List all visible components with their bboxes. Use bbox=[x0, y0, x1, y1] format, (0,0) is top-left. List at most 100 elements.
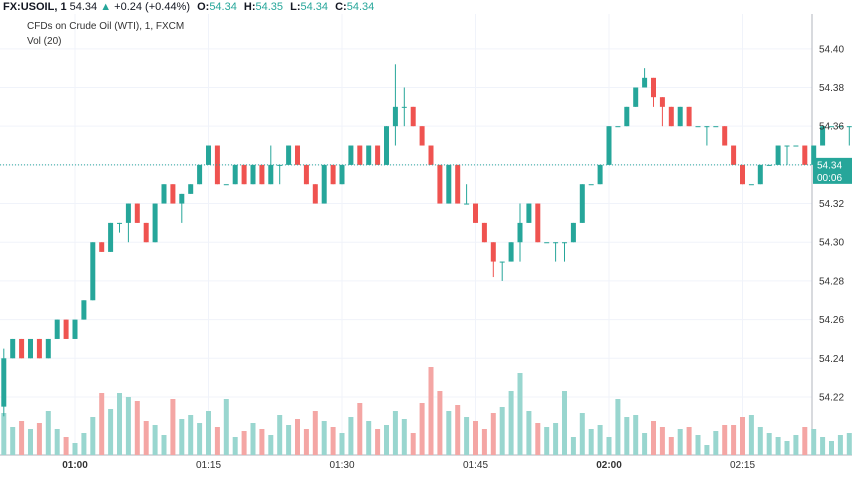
candle-body bbox=[10, 338, 16, 359]
time-tick-label: 01:15 bbox=[196, 460, 221, 471]
candle-body bbox=[517, 222, 523, 243]
volume-bar bbox=[615, 399, 621, 455]
volume-bar bbox=[508, 391, 514, 455]
candle-body bbox=[597, 164, 603, 185]
volume-bar bbox=[232, 437, 238, 455]
candle-body bbox=[19, 338, 25, 359]
chart-grid bbox=[0, 14, 852, 456]
volume-bar bbox=[321, 421, 327, 455]
symbol-info-bar: FX:USOIL, 1 54.34 ▲ +0.24 (+0.44%) O:54.… bbox=[0, 0, 852, 14]
volume-bar bbox=[28, 429, 33, 455]
price-tick-label: 54.40 bbox=[819, 44, 844, 55]
candle-body bbox=[303, 164, 309, 185]
symbol-name[interactable]: FX:USOIL, 1 bbox=[3, 1, 67, 13]
candle-body bbox=[197, 164, 203, 185]
volume-bar bbox=[161, 435, 167, 455]
candle-body bbox=[446, 164, 452, 204]
time-tick-label: 01:00 bbox=[62, 460, 88, 471]
volume-bar bbox=[1, 413, 7, 455]
candle-body bbox=[206, 145, 211, 165]
price-tick-label: 54.38 bbox=[819, 83, 844, 94]
volume-bar bbox=[490, 413, 496, 455]
candle-body bbox=[125, 203, 131, 223]
volume-bar bbox=[464, 417, 470, 455]
volume-bar bbox=[766, 433, 772, 455]
volume-bar bbox=[134, 401, 140, 455]
candle-body bbox=[410, 106, 416, 127]
price-axis[interactable]: 54.40 54.38 54.36 54.34 54.32 54.30 54.28 54.26… bbox=[819, 44, 844, 403]
volume-bar bbox=[303, 429, 309, 455]
volume-bar bbox=[642, 433, 648, 455]
candle-body bbox=[81, 300, 87, 320]
candle-body bbox=[321, 164, 327, 204]
volume-bar bbox=[651, 421, 656, 455]
volume-bar bbox=[259, 429, 265, 455]
candle-body bbox=[268, 164, 274, 185]
candle-body bbox=[36, 338, 42, 359]
volume-bar bbox=[544, 427, 550, 455]
volume-bar bbox=[152, 425, 158, 455]
candle-body bbox=[63, 319, 69, 339]
candle-body bbox=[259, 164, 265, 185]
candle-body bbox=[624, 106, 630, 127]
candle-body bbox=[481, 222, 487, 243]
volume-bar bbox=[206, 411, 211, 455]
volume-bar bbox=[125, 397, 131, 455]
volume-histogram bbox=[1, 367, 852, 455]
candle-body bbox=[508, 242, 514, 262]
time-tick-label: 01:45 bbox=[463, 460, 488, 471]
candle-body bbox=[339, 164, 345, 185]
volume-bar bbox=[286, 425, 292, 455]
volume-bar bbox=[686, 427, 692, 455]
bar-countdown: 00:06 bbox=[817, 173, 842, 184]
candle-body bbox=[72, 319, 78, 339]
candle-body bbox=[784, 145, 790, 147]
candle-body bbox=[740, 164, 745, 185]
volume-bar bbox=[802, 427, 808, 455]
volume-bar bbox=[19, 421, 25, 455]
volume-legend[interactable]: Vol (20) bbox=[27, 36, 62, 47]
candle-body bbox=[570, 222, 576, 243]
candle-body bbox=[152, 203, 158, 243]
candle-body bbox=[90, 242, 96, 301]
candle-body bbox=[811, 145, 817, 165]
series-legend[interactable]: CFDs on Crude Oil (WTI), 1, FXCM bbox=[27, 21, 185, 32]
volume-bar bbox=[223, 399, 229, 455]
volume-bar bbox=[81, 433, 87, 455]
candle-body bbox=[366, 145, 372, 165]
time-axis[interactable]: 0:4501:0001:1501:3001:4502:0002:1502:300… bbox=[0, 460, 852, 471]
price-tick-label: 54.24 bbox=[819, 354, 844, 365]
candle-body bbox=[704, 126, 710, 128]
price-tick-label: 54.22 bbox=[819, 392, 844, 403]
volume-bar bbox=[375, 429, 381, 455]
volume-bar bbox=[535, 423, 541, 455]
volume-bar bbox=[392, 411, 398, 455]
low-label: L: bbox=[290, 1, 301, 13]
volume-bar bbox=[446, 411, 452, 455]
volume-bar bbox=[339, 433, 345, 455]
candle-body bbox=[286, 145, 292, 165]
candle-body bbox=[295, 145, 300, 165]
volume-bar bbox=[473, 421, 478, 455]
candle-body bbox=[45, 338, 51, 359]
price-tick-label: 54.30 bbox=[819, 238, 844, 249]
candle-body bbox=[731, 145, 737, 165]
volume-bar bbox=[722, 425, 728, 455]
candle-body bbox=[535, 203, 541, 243]
high-label: H: bbox=[243, 1, 256, 13]
volume-bar bbox=[695, 435, 701, 455]
candle-body bbox=[802, 145, 808, 165]
volume-bar bbox=[170, 399, 176, 455]
price-tick-label: 54.26 bbox=[819, 315, 844, 326]
volume-bar bbox=[54, 429, 60, 455]
volume-bar bbox=[410, 433, 416, 455]
candle-body bbox=[54, 319, 60, 339]
candle-body bbox=[143, 222, 149, 243]
high-value: 54.35 bbox=[255, 1, 284, 13]
last-price-tag-box bbox=[813, 157, 852, 184]
candle-body bbox=[117, 222, 122, 224]
candle-body bbox=[99, 242, 105, 252]
volume-bar bbox=[757, 427, 763, 455]
candle-body bbox=[633, 87, 639, 107]
